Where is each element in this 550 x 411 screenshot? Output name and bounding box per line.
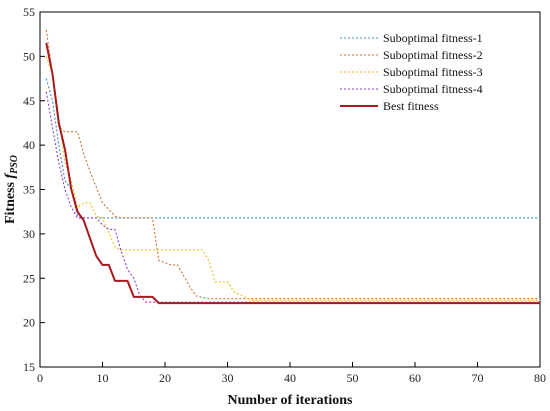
series-line-5 [45, 42, 540, 305]
x-tick-label: 20 [159, 371, 171, 385]
y-tick-label: 25 [23, 271, 35, 285]
y-tick-label: 45 [23, 94, 35, 108]
x-tick-label: 10 [97, 371, 109, 385]
legend-label-5: Best fitness [383, 99, 439, 113]
y-tick-label: 30 [23, 227, 35, 241]
x-tick-label: 80 [534, 371, 546, 385]
series-line-1 [45, 78, 540, 219]
y-axis-label: Fitness fPSO [3, 155, 20, 224]
legend-label-1: Suboptimal fitness-1 [383, 31, 483, 45]
y-tick-label: 50 [23, 49, 35, 63]
series-line-2 [45, 29, 540, 300]
series-line-3 [45, 56, 540, 301]
legend-label-4: Suboptimal fitness-4 [383, 82, 483, 96]
y-tick-label: 20 [23, 316, 35, 330]
y-axis-label-main: Fitness [3, 179, 18, 225]
ticks-layer: 0 10 20 30 40 50 60 70 80 15 20 25 30 35 40 45 50 55 [23, 5, 546, 385]
y-tick-label: 55 [23, 5, 35, 19]
x-tick-label: 40 [284, 371, 296, 385]
legend: Suboptimal fitness-1 Suboptimal fitness-2… [340, 31, 483, 113]
x-axis-label: Number of iterations [228, 393, 353, 408]
series-layer [45, 29, 540, 305]
y-tick-label: 40 [23, 138, 35, 152]
legend-label-2: Suboptimal fitness-2 [383, 48, 483, 62]
y-axis-label-symbol: f [3, 173, 18, 179]
y-tick-label: 35 [23, 183, 35, 197]
y-tick-label: 15 [23, 360, 35, 374]
y-axis-label-subscript: PSO [9, 155, 20, 174]
legend-label-3: Suboptimal fitness-3 [383, 65, 483, 79]
plot-area: 0 10 20 30 40 50 60 70 80 15 20 25 30 35 40 45 50 55 [23, 5, 546, 385]
x-tick-label: 0 [37, 371, 43, 385]
x-tick-label: 50 [347, 371, 359, 385]
x-tick-label: 70 [472, 371, 484, 385]
x-tick-label: 60 [409, 371, 421, 385]
series-line-4 [45, 91, 540, 303]
x-tick-label: 30 [222, 371, 234, 385]
